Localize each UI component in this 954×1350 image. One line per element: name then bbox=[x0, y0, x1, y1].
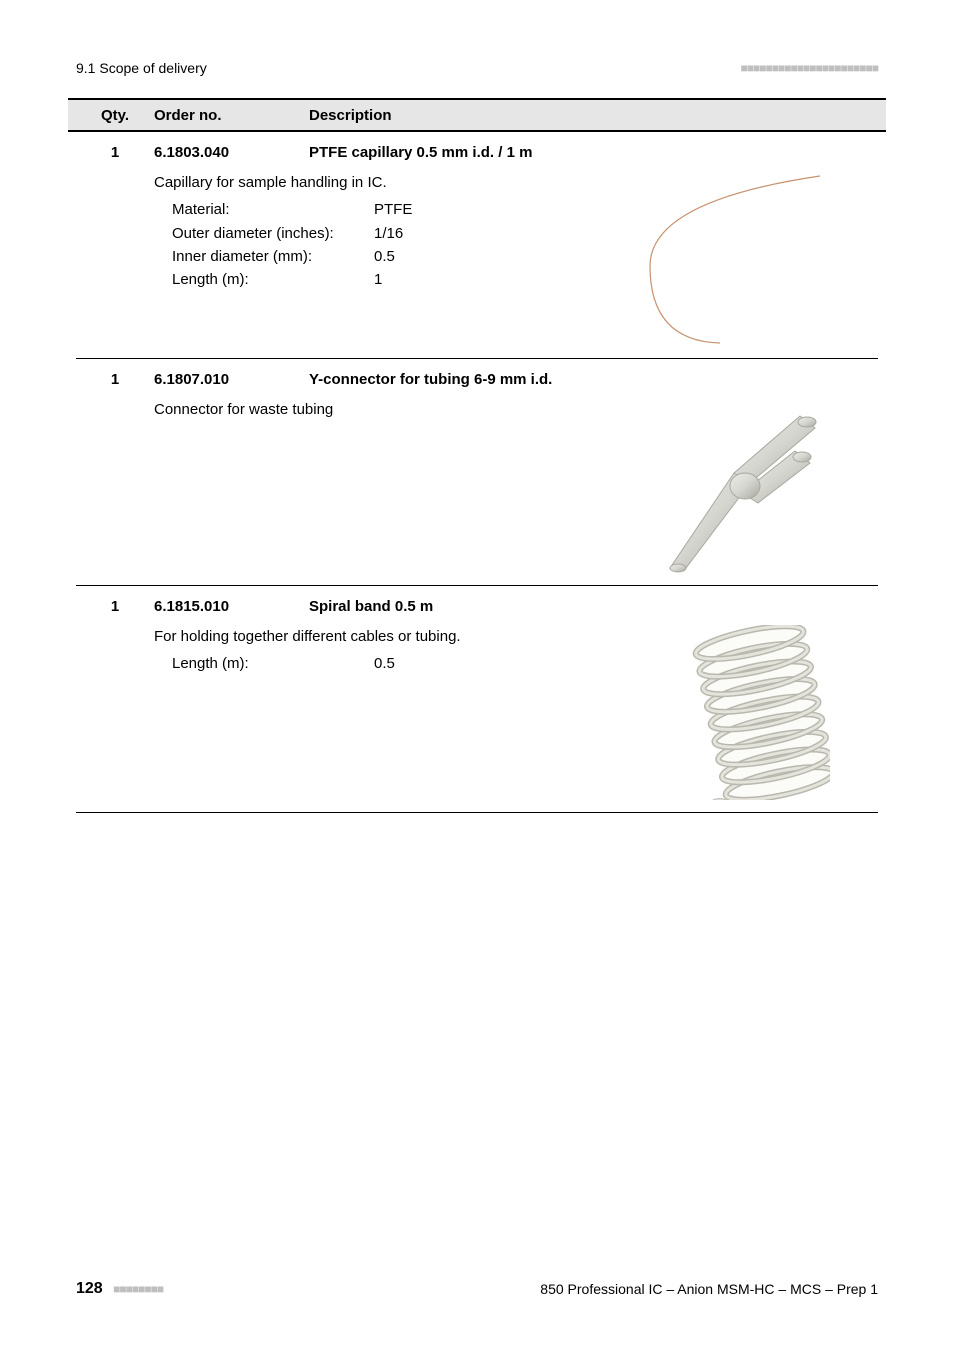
item: 1 6.1815.010 Spiral band 0.5 m For holdin… bbox=[68, 586, 886, 800]
item-image bbox=[561, 398, 878, 573]
spiral-image bbox=[610, 625, 830, 800]
item-qty: 1 bbox=[76, 369, 154, 388]
spec-table: Length (m): 0.5 bbox=[154, 652, 561, 675]
spec-label: Length (m): bbox=[154, 268, 374, 291]
item-lead: Capillary for sample handling in IC. bbox=[154, 171, 561, 194]
footer-dashes: ■■■■■■■■ bbox=[113, 1282, 163, 1296]
item-image bbox=[561, 171, 878, 346]
spec-label: Length (m): bbox=[154, 652, 374, 675]
item-order-no: 6.1807.010 bbox=[154, 369, 309, 388]
spec-value: 1 bbox=[374, 268, 382, 291]
item-order-no: 6.1815.010 bbox=[154, 596, 309, 615]
spec-label: Material: bbox=[154, 198, 374, 221]
spec-value: 1/16 bbox=[374, 222, 403, 245]
page-footer: 128 ■■■■■■■■ 850 Professional IC – Anion… bbox=[68, 1280, 886, 1298]
section-title: 9.1 Scope of delivery bbox=[76, 60, 207, 76]
footer-left: 128 ■■■■■■■■ bbox=[76, 1280, 163, 1298]
spec-label: Outer diameter (inches): bbox=[154, 222, 374, 245]
page-header: 9.1 Scope of delivery ■■■■■■■■■■■■■■■■■■… bbox=[68, 60, 886, 76]
item-body: For holding together different cables or… bbox=[76, 625, 561, 800]
item-image bbox=[561, 625, 878, 800]
spec-row: Length (m): 1 bbox=[154, 268, 561, 291]
item-title: PTFE capillary 0.5 mm i.d. / 1 m bbox=[309, 142, 532, 161]
item-qty: 1 bbox=[76, 142, 154, 161]
spec-table: Material: PTFE Outer diameter (inches): … bbox=[154, 198, 561, 291]
spec-value: 0.5 bbox=[374, 652, 395, 675]
spec-row: Length (m): 0.5 bbox=[154, 652, 561, 675]
spec-row: Material: PTFE bbox=[154, 198, 561, 221]
item-qty: 1 bbox=[76, 596, 154, 615]
spec-row: Outer diameter (inches): 1/16 bbox=[154, 222, 561, 245]
header-dashes: ■■■■■■■■■■■■■■■■■■■■■■ bbox=[741, 61, 878, 75]
doc-title: 850 Professional IC – Anion MSM-HC – MCS… bbox=[540, 1281, 878, 1297]
item-body: Connector for waste tubing bbox=[76, 398, 561, 573]
item-lead: For holding together different cables or… bbox=[154, 625, 561, 648]
item-separator bbox=[76, 812, 878, 813]
item-order-no: 6.1803.040 bbox=[154, 142, 309, 161]
spec-row: Inner diameter (mm): 0.5 bbox=[154, 245, 561, 268]
item-title: Spiral band 0.5 m bbox=[309, 596, 433, 615]
spec-value: PTFE bbox=[374, 198, 412, 221]
items-list: 1 6.1803.040 PTFE capillary 0.5 mm i.d. … bbox=[68, 132, 886, 813]
table-header: Qty. Order no. Description bbox=[68, 98, 886, 132]
page-number: 128 bbox=[76, 1280, 103, 1297]
spec-label: Inner diameter (mm): bbox=[154, 245, 374, 268]
item: 1 6.1807.010 Y-connector for tubing 6-9 … bbox=[68, 359, 886, 573]
y-connector-image bbox=[610, 398, 830, 573]
col-qty: Qty. bbox=[76, 107, 154, 124]
item-lead: Connector for waste tubing bbox=[154, 398, 561, 421]
col-desc: Description bbox=[309, 107, 878, 124]
item: 1 6.1803.040 PTFE capillary 0.5 mm i.d. … bbox=[68, 132, 886, 346]
item-body: Capillary for sample handling in IC. Mat… bbox=[76, 171, 561, 346]
col-order: Order no. bbox=[154, 107, 309, 124]
item-title: Y-connector for tubing 6-9 mm i.d. bbox=[309, 369, 552, 388]
capillary-image bbox=[610, 171, 830, 346]
spec-value: 0.5 bbox=[374, 245, 395, 268]
